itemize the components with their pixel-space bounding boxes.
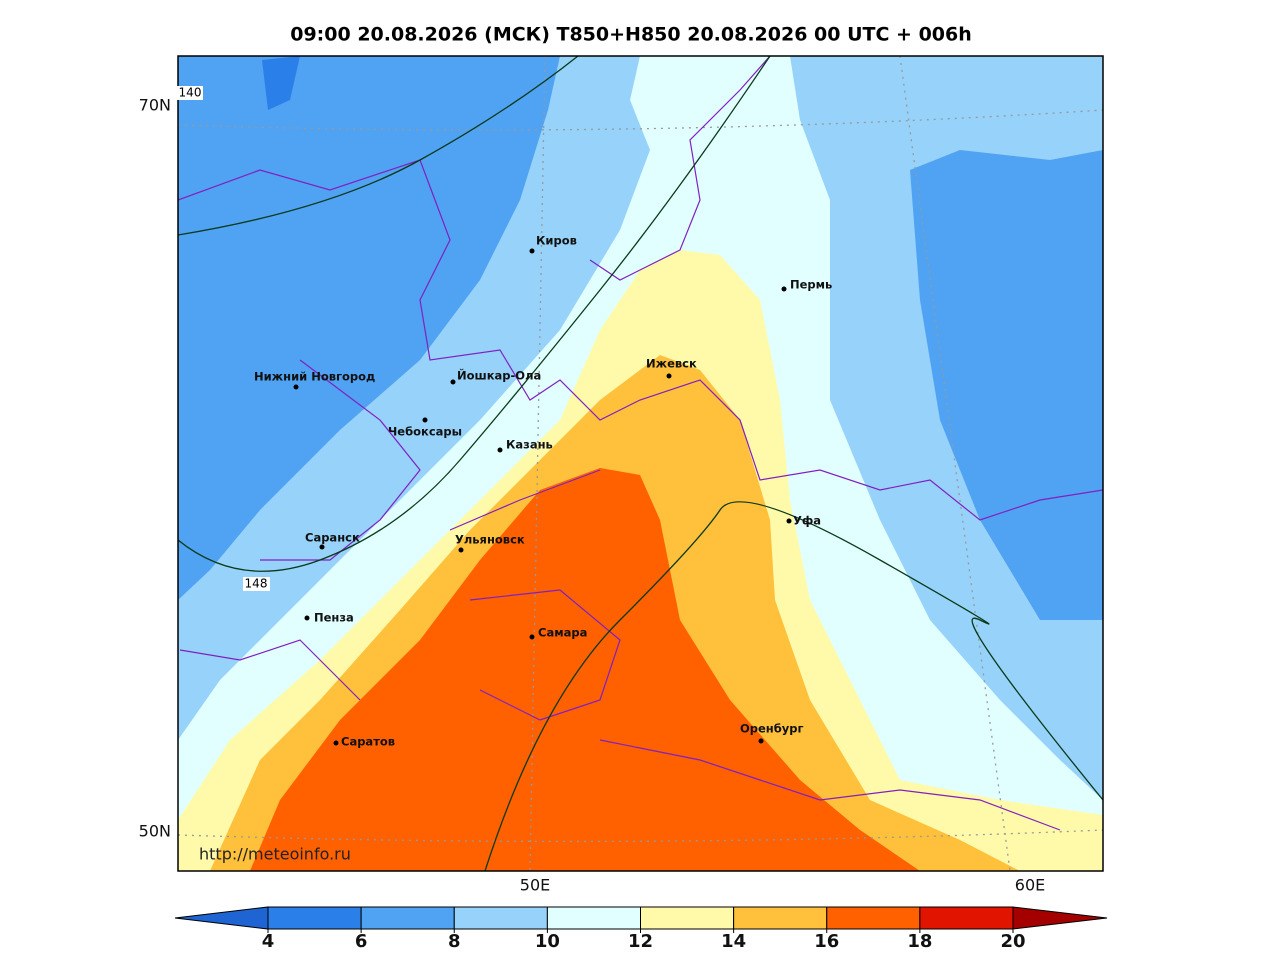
height-contour [484, 501, 1103, 871]
city-label: Саратов [341, 735, 395, 749]
colorbar-segment [360, 906, 455, 930]
label-box [177, 86, 203, 100]
lon-label: 50E [520, 876, 550, 895]
colorbar-label: 8 [448, 931, 461, 952]
contour-label: 140 [179, 86, 202, 100]
colorbar-segment [453, 906, 548, 930]
colorbar-segment [826, 906, 921, 930]
colorbar-segment [733, 906, 828, 930]
height-contour [178, 56, 771, 572]
lat-label: 70N [139, 96, 171, 115]
colorbar-label: 20 [1000, 931, 1025, 952]
colorbar-segment [267, 906, 362, 930]
city-label: Уфа [793, 514, 821, 528]
city-label: Пенза [314, 611, 354, 625]
temperature-area [910, 150, 1103, 620]
colorbar-label: 6 [355, 931, 368, 952]
city-label: Самара [538, 626, 587, 640]
city-label: Нижний Новгород [254, 370, 375, 384]
map-frame [177, 55, 1104, 872]
colorbar-segment [640, 906, 735, 930]
colorbar-extend-high [1012, 906, 1108, 930]
colorbar-label: 4 [262, 931, 275, 952]
city-label: Киров [536, 234, 577, 248]
colorbar-label: 12 [628, 931, 653, 952]
lon-label: 60E [1015, 876, 1045, 895]
colorbar-label: 18 [907, 931, 932, 952]
title: 09:00 20.08.2026 (МСК) T850+H850 20.08.2… [290, 24, 972, 46]
lat-label: 50N [139, 822, 171, 841]
graticule [178, 56, 1103, 871]
map [178, 56, 1103, 871]
temperature-area [262, 56, 300, 110]
colorbar: 4 6 8 10 12 14 16 18 20 [174, 906, 1108, 952]
city-label: Пермь [790, 278, 832, 292]
temperature-area [178, 56, 560, 600]
colorbar-segment [919, 906, 1014, 930]
city-label: Чебоксары [388, 425, 462, 439]
height-contour [178, 56, 579, 236]
contour-label: 148 [245, 577, 268, 591]
colorbar-extend-low [174, 906, 269, 930]
credit: http://meteoinfo.ru [199, 845, 351, 864]
colorbar-label: 10 [535, 931, 560, 952]
colorbar-label: 16 [814, 931, 839, 952]
city-label: Казань [506, 438, 553, 452]
city-label: Йошкар-Ола [457, 368, 541, 383]
city-label: Оренбург [740, 722, 804, 736]
label-box [243, 577, 270, 591]
city-label: Ижевск [646, 357, 697, 371]
temperature-area [250, 468, 920, 871]
city-label: Ульяновск [455, 533, 525, 547]
city-label: Саранск [305, 531, 360, 545]
colorbar-label: 14 [721, 931, 746, 952]
cities: Киров Пермь Нижний Новгород Йошкар-Ола И… [254, 234, 832, 749]
colorbar-segment [546, 906, 641, 930]
